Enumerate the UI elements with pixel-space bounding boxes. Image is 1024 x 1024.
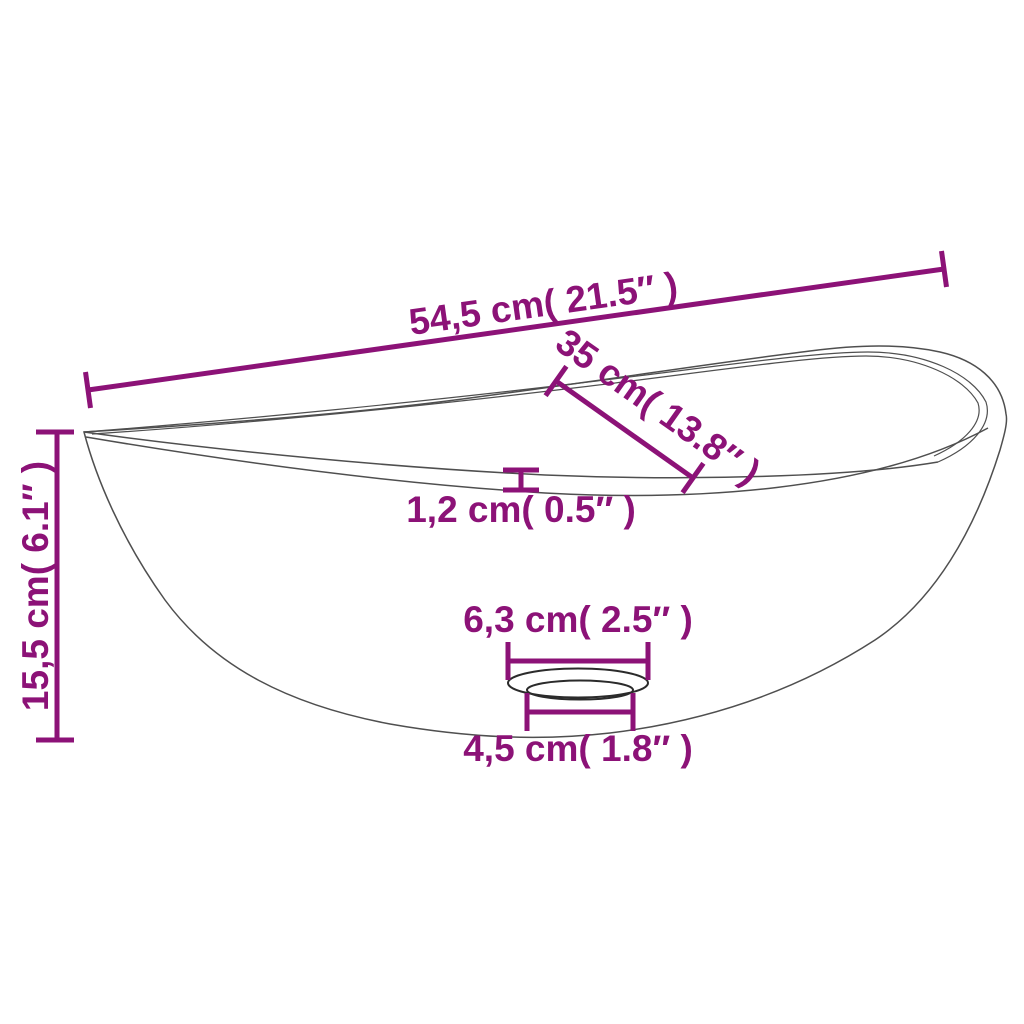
drain-outer-label: 6,3 cm( 2.5″ ) xyxy=(463,599,693,640)
width-dimension: 54,5 cm( 21.5″ ) xyxy=(83,250,949,409)
width-dimension-label: 54,5 cm( 21.5″ ) xyxy=(406,264,680,343)
drain-inner-dimension: 4,5 cm( 1.8″ ) xyxy=(463,693,693,769)
basin-outer-silhouette xyxy=(83,345,1008,739)
depth-dimension-tick-bottom xyxy=(680,461,706,495)
rim-thickness-label: 1,2 cm( 0.5″ ) xyxy=(406,489,636,530)
width-dimension-tick-left xyxy=(83,371,93,409)
height-dimension-label: 15,5 cm( 6.1″ ) xyxy=(15,461,56,711)
depth-dimension-label: 35 cm( 13.8″ ) xyxy=(548,321,767,493)
depth-dimension-tick-top xyxy=(543,364,569,398)
basin-drawing xyxy=(83,345,1008,739)
drain-inner-ellipse xyxy=(526,679,634,701)
depth-dimension: 35 cm( 13.8″ ) xyxy=(543,321,768,495)
basin-front-rim-edge xyxy=(85,427,989,497)
depth-dimension-line xyxy=(554,378,695,481)
drain-inner-label: 4,5 cm( 1.8″ ) xyxy=(463,728,693,769)
width-dimension-tick-right xyxy=(939,250,949,288)
height-dimension: 15,5 cm( 6.1″ ) xyxy=(15,429,74,743)
basin-opening-front-edge xyxy=(83,431,939,479)
drain-outer-ellipse xyxy=(507,667,649,699)
drain-outer-dimension: 6,3 cm( 2.5″ ) xyxy=(463,599,693,680)
rim-thickness-dimension: 1,2 cm( 0.5″ ) xyxy=(406,467,636,530)
basin-rim-back-edge xyxy=(83,351,988,463)
width-dimension-line xyxy=(87,266,945,393)
basin-rim-back-edge-inner xyxy=(91,355,980,457)
